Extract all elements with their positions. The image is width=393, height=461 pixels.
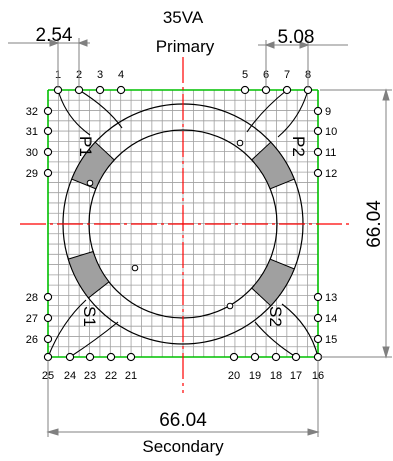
pin-label-21: 21 (125, 370, 137, 382)
pin-5 (240, 85, 250, 95)
secondary-label: Secondary (142, 437, 224, 456)
winding-block-1 (71, 141, 115, 190)
winding-block-2 (251, 141, 295, 190)
winding-block-3 (67, 250, 110, 299)
pin-32 (43, 106, 53, 116)
pin-24 (65, 352, 75, 362)
lead-s1-b (69, 321, 119, 358)
pin-label-14: 14 (325, 313, 337, 325)
pin-28 (43, 292, 53, 302)
pin-label-30: 30 (26, 147, 38, 159)
lead-s1-a (47, 299, 87, 358)
dimension-pitch-right: 5.08 (278, 27, 315, 48)
pin-label-17: 17 (290, 370, 302, 382)
pin-10 (313, 126, 323, 136)
pin-label-20: 20 (228, 370, 240, 382)
pin-26 (43, 334, 53, 344)
winding-label-p1: P1 (76, 136, 95, 157)
lead-s2-a (254, 321, 297, 358)
pin-13 (313, 292, 323, 302)
pin-label-4: 4 (118, 69, 124, 81)
pin-label-19: 19 (249, 370, 261, 382)
dimension-width: 66.04 (159, 410, 207, 431)
pin-15 (313, 334, 323, 344)
pin-label-32: 32 (26, 106, 38, 118)
lead-p2-a (246, 89, 288, 133)
pin-29 (43, 168, 53, 178)
pins: 1234567891011121314151617181920212223242… (26, 69, 338, 382)
pin-label-15: 15 (325, 334, 337, 346)
pin-19 (250, 352, 260, 362)
centerlines (20, 57, 353, 393)
pin-label-23: 23 (84, 370, 96, 382)
pin-14 (313, 313, 323, 323)
dimension-pitch-left: 2.54 (36, 25, 73, 46)
lead-wires (47, 89, 319, 358)
pin-31 (43, 126, 53, 136)
winding-blocks (67, 141, 295, 307)
primary-label: Primary (156, 37, 215, 56)
lead-p2-b (277, 89, 309, 138)
pin-23 (85, 352, 95, 362)
pin-22 (106, 352, 116, 362)
rating-label: 35VA (163, 8, 204, 27)
winding-label-s2: S2 (266, 306, 285, 327)
pin-4 (116, 85, 126, 95)
lead-p1-a (57, 89, 91, 136)
winding-labels: P1 P2 S1 S2 (76, 136, 308, 327)
pin-label-24: 24 (64, 370, 76, 382)
pin-20 (229, 352, 239, 362)
pin-label-29: 29 (26, 168, 38, 180)
lead-s2-b (281, 303, 319, 358)
pin-label-3: 3 (97, 69, 103, 81)
pin-label-12: 12 (325, 168, 337, 180)
pin-11 (313, 147, 323, 157)
pin-21 (126, 352, 136, 362)
winding-block-4 (251, 258, 295, 307)
pin-18 (271, 352, 281, 362)
pin-label-22: 22 (105, 370, 117, 382)
dimension-height: 66.04 (364, 200, 385, 248)
pin-label-5: 5 (242, 69, 248, 81)
pin-12 (313, 168, 323, 178)
pin-label-18: 18 (270, 370, 282, 382)
winding-start-markers (86, 139, 244, 310)
pin-label-31: 31 (26, 126, 38, 138)
dimension-lines (8, 38, 392, 437)
pin-label-26: 26 (26, 334, 38, 346)
pin-30 (43, 147, 53, 157)
pin-7 (282, 85, 292, 95)
pin-3 (95, 85, 105, 95)
winding-label-p2: P2 (289, 136, 308, 157)
pin-label-28: 28 (26, 292, 38, 304)
pin-label-7: 7 (284, 69, 290, 81)
pin-17 (291, 352, 301, 362)
winding-label-s1: S1 (80, 306, 99, 327)
pin-label-13: 13 (325, 292, 337, 304)
pin-label-9: 9 (325, 106, 331, 118)
pin-label-11: 11 (325, 147, 336, 159)
pin-25 (43, 352, 53, 362)
lead-p1-b (78, 89, 123, 129)
pin-label-10: 10 (325, 126, 337, 138)
pin-27 (43, 313, 53, 323)
pin-9 (313, 106, 323, 116)
pin-label-27: 27 (26, 313, 38, 325)
